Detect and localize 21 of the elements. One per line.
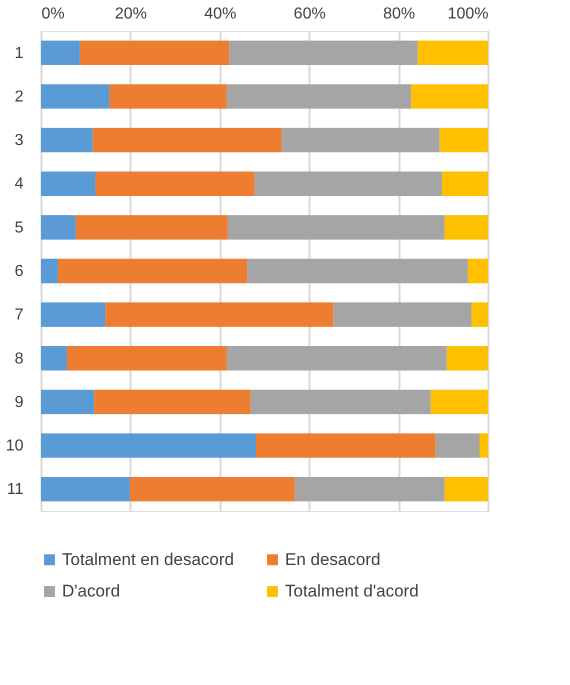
y-tick-label: 7 — [14, 306, 24, 324]
x-tick-label: 40% — [204, 6, 236, 22]
y-tick-label: 2 — [14, 88, 24, 106]
y-tick-label: 3 — [14, 132, 24, 150]
y-tick-label: 6 — [14, 263, 24, 280]
legend-label: D'acord — [62, 582, 120, 600]
legend-label: Totalment en desacord — [62, 550, 234, 569]
y-tick-label: 4 — [14, 176, 24, 193]
y-tick-label: 8 — [14, 350, 24, 368]
y-tick-label: 9 — [14, 394, 24, 411]
y-tick-label: 5 — [14, 219, 24, 236]
x-tick-label: 20% — [114, 6, 147, 22]
x-tick-label: 80% — [383, 6, 416, 22]
y-tick-label: 1 — [14, 44, 24, 62]
x-tick-label: 0% — [42, 6, 65, 22]
x-tick-label: 60% — [294, 6, 326, 22]
x-tick-label: 100% — [448, 6, 488, 22]
y-tick-label: 10 — [6, 438, 24, 455]
legend-label: En desacord — [285, 550, 380, 569]
legend-label: Totalment d'acord — [285, 582, 419, 600]
y-tick-label: 11 — [6, 481, 24, 498]
